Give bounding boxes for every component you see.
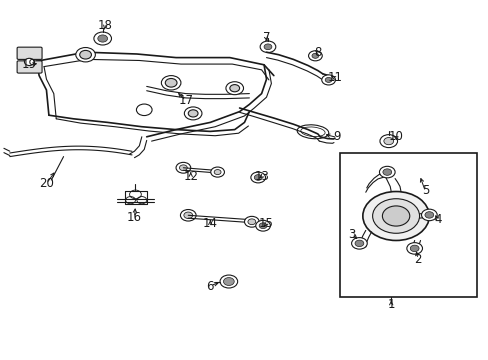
Circle shape [379, 135, 397, 148]
Circle shape [136, 104, 152, 116]
Text: 6: 6 [206, 280, 214, 293]
Text: 17: 17 [178, 94, 193, 107]
Circle shape [179, 165, 187, 171]
Circle shape [165, 78, 177, 87]
Circle shape [264, 44, 271, 50]
Circle shape [382, 206, 409, 226]
Circle shape [351, 238, 366, 249]
Text: 14: 14 [203, 217, 217, 230]
Circle shape [220, 275, 237, 288]
Text: 20: 20 [39, 177, 54, 190]
Circle shape [98, 35, 107, 42]
Text: 8: 8 [313, 46, 321, 59]
Circle shape [184, 107, 202, 120]
Text: 13: 13 [254, 170, 268, 183]
Circle shape [421, 209, 436, 221]
Circle shape [259, 223, 266, 229]
Bar [339, 153, 476, 297]
Circle shape [409, 245, 418, 252]
Text: 3: 3 [347, 228, 355, 240]
Circle shape [210, 167, 224, 177]
Circle shape [354, 240, 363, 247]
Circle shape [255, 220, 270, 231]
Text: 10: 10 [388, 130, 403, 143]
Text: 5: 5 [421, 184, 428, 197]
Text: 19: 19 [22, 58, 37, 71]
Circle shape [80, 50, 91, 59]
Text: 2: 2 [413, 253, 421, 266]
Circle shape [406, 243, 422, 254]
Circle shape [229, 85, 239, 92]
Circle shape [188, 110, 198, 117]
Circle shape [247, 219, 255, 225]
Circle shape [250, 172, 265, 183]
FancyBboxPatch shape [17, 47, 42, 59]
Text: 7: 7 [262, 31, 270, 44]
Circle shape [24, 58, 34, 66]
Text: 18: 18 [98, 19, 112, 32]
Circle shape [260, 41, 275, 53]
Text: 12: 12 [183, 170, 198, 183]
Circle shape [379, 166, 394, 178]
Circle shape [180, 210, 196, 221]
Circle shape [383, 138, 393, 145]
Circle shape [424, 212, 433, 218]
Text: 1: 1 [386, 298, 394, 311]
Text: 11: 11 [327, 71, 342, 84]
Text: 15: 15 [259, 217, 273, 230]
Circle shape [308, 51, 322, 61]
Circle shape [254, 175, 262, 180]
Circle shape [223, 278, 234, 285]
Circle shape [362, 192, 428, 240]
Circle shape [372, 199, 419, 233]
Circle shape [321, 75, 335, 85]
Text: 4: 4 [433, 213, 441, 226]
Text: 9: 9 [333, 130, 341, 143]
Circle shape [176, 162, 190, 173]
Text: 16: 16 [127, 211, 142, 224]
Circle shape [225, 82, 243, 95]
Circle shape [183, 212, 192, 219]
Circle shape [161, 76, 181, 90]
Circle shape [382, 169, 391, 175]
Circle shape [214, 170, 221, 175]
Circle shape [76, 48, 95, 62]
FancyBboxPatch shape [17, 61, 42, 73]
Circle shape [311, 53, 318, 58]
Circle shape [244, 216, 259, 227]
Circle shape [94, 32, 111, 45]
Circle shape [325, 77, 331, 82]
